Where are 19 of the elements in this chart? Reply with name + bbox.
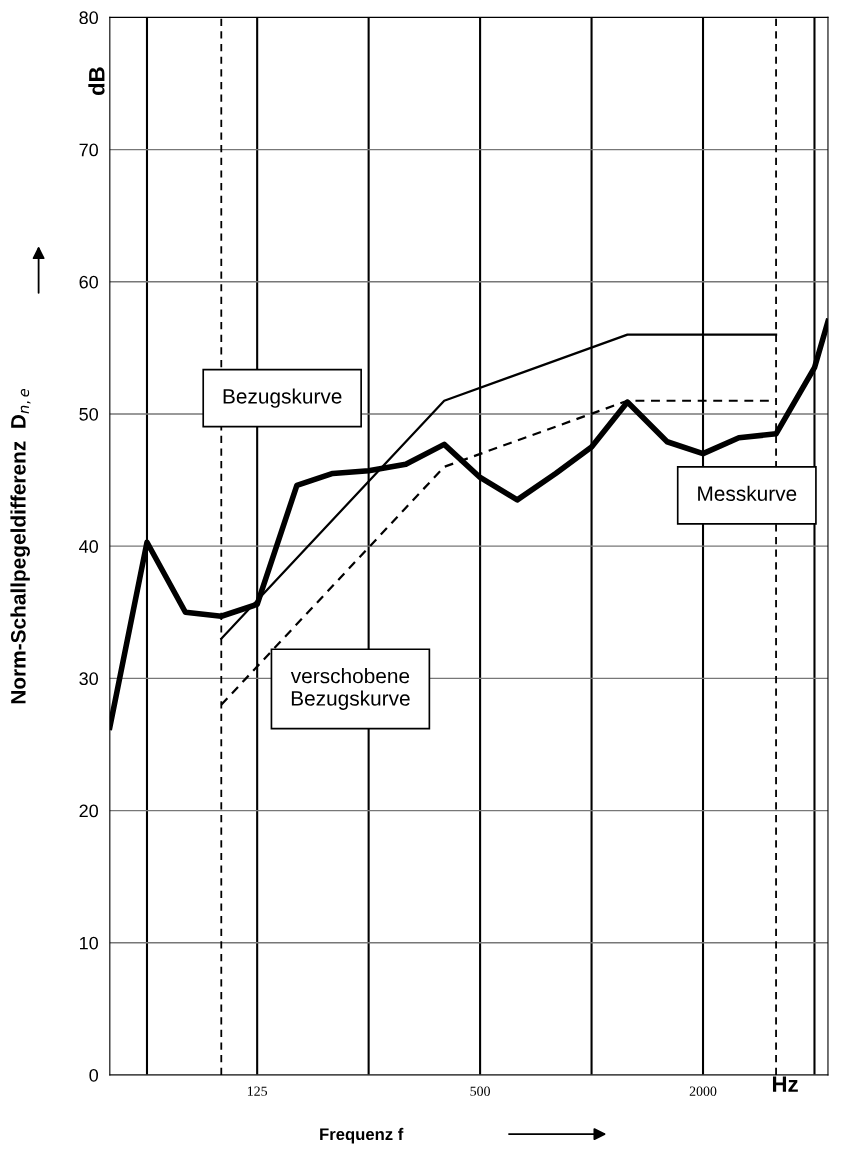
series-label: Messkurve (698, 485, 797, 502)
x-tick-label: 2000 (689, 1086, 717, 1096)
y-tick-label: 20 (79, 804, 99, 818)
series-label: verschobene Bezugskurve (290, 668, 410, 710)
y-tick-label: 60 (79, 275, 99, 289)
text: dB (88, 67, 105, 96)
y-tick-label: 40 (79, 540, 99, 553)
y-tick-label: 70 (79, 143, 99, 157)
text: Bezugskurve (223, 388, 342, 408)
y-tick-label: 30 (79, 672, 99, 686)
y-tick-label: 10 (80, 936, 99, 950)
y-tick-label: 80 (79, 11, 99, 25)
text: Hz (772, 1076, 798, 1092)
y-axis-title: Norm-Schallpegeldifferenz D$_{n,e}$ (10, 388, 31, 704)
x-tick-label: 500 (470, 1086, 490, 1096)
y-tick-label: 0 (89, 1068, 99, 1082)
x-axis-title: Frequenz f (320, 1127, 404, 1144)
y-tick-label: 50 (79, 407, 99, 421)
x-tick-label: 125 (247, 1086, 268, 1096)
